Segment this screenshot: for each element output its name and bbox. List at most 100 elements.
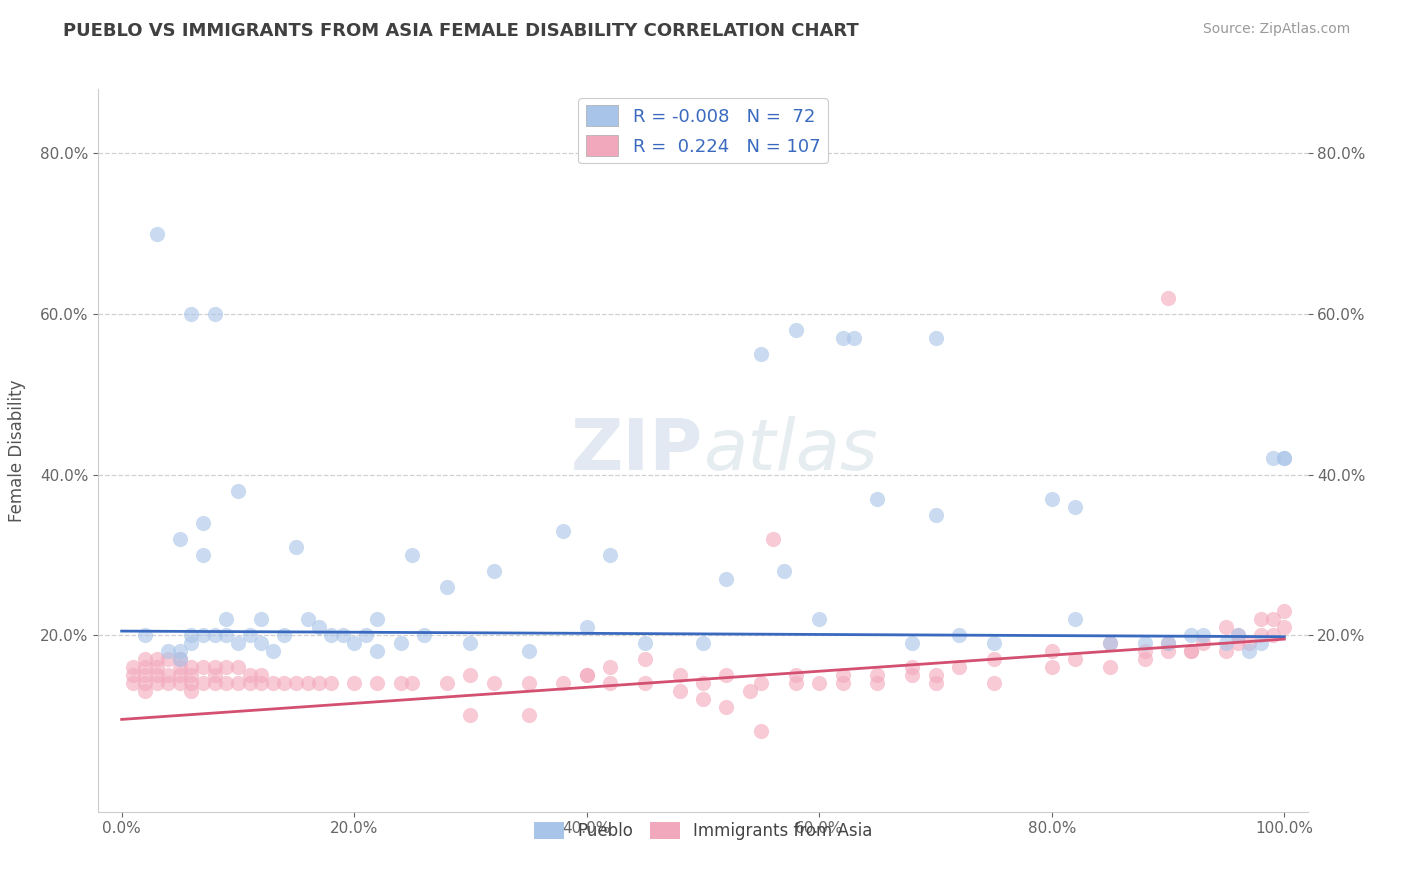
Point	[191, 548, 214, 562]
Point	[1250, 636, 1272, 650]
Point	[634, 636, 657, 650]
Point	[1040, 491, 1063, 506]
Point	[308, 676, 330, 690]
Point	[1180, 628, 1202, 642]
Point	[180, 660, 202, 674]
Point	[1157, 636, 1180, 650]
Point	[413, 628, 436, 642]
Point	[1064, 652, 1087, 666]
Point	[1250, 628, 1272, 642]
Point	[262, 644, 284, 658]
Point	[239, 628, 262, 642]
Point	[1261, 451, 1284, 466]
Point	[401, 548, 423, 562]
Point	[785, 323, 807, 337]
Point	[1239, 644, 1261, 658]
Point	[297, 612, 319, 626]
Point	[738, 684, 761, 698]
Point	[1157, 291, 1180, 305]
Y-axis label: Female Disability: Female Disability	[8, 379, 27, 522]
Point	[866, 491, 889, 506]
Point	[1215, 644, 1237, 658]
Point	[180, 628, 202, 642]
Point	[482, 676, 505, 690]
Point	[1272, 451, 1295, 466]
Point	[319, 676, 342, 690]
Point	[924, 331, 946, 345]
Point	[1157, 644, 1180, 658]
Point	[901, 636, 924, 650]
Point	[785, 676, 807, 690]
Point	[1180, 644, 1202, 658]
Point	[844, 331, 866, 345]
Point	[169, 676, 191, 690]
Point	[134, 628, 156, 642]
Point	[634, 676, 657, 690]
Point	[157, 676, 180, 690]
Point	[1192, 628, 1215, 642]
Point	[692, 676, 714, 690]
Point	[1215, 636, 1237, 650]
Point	[366, 612, 388, 626]
Point	[866, 676, 889, 690]
Point	[1192, 636, 1215, 650]
Point	[716, 572, 738, 586]
Point	[273, 676, 295, 690]
Point	[749, 676, 772, 690]
Point	[1261, 612, 1284, 626]
Point	[831, 668, 853, 682]
Point	[1098, 636, 1121, 650]
Point	[226, 660, 249, 674]
Point	[749, 724, 772, 739]
Point	[215, 612, 238, 626]
Point	[482, 564, 505, 578]
Point	[145, 668, 167, 682]
Point	[285, 676, 308, 690]
Point	[169, 652, 191, 666]
Point	[366, 676, 388, 690]
Point	[599, 660, 621, 674]
Point	[122, 660, 145, 674]
Point	[308, 620, 330, 634]
Point	[692, 636, 714, 650]
Point	[831, 676, 853, 690]
Point	[332, 628, 354, 642]
Point	[517, 644, 540, 658]
Point	[180, 307, 202, 321]
Point	[436, 676, 458, 690]
Point	[553, 524, 575, 538]
Point	[122, 676, 145, 690]
Point	[215, 676, 238, 690]
Point	[1064, 612, 1087, 626]
Text: PUEBLO VS IMMIGRANTS FROM ASIA FEMALE DISABILITY CORRELATION CHART: PUEBLO VS IMMIGRANTS FROM ASIA FEMALE DI…	[63, 22, 859, 40]
Point	[599, 548, 621, 562]
Point	[389, 676, 412, 690]
Point	[215, 628, 238, 642]
Point	[808, 676, 831, 690]
Point	[866, 668, 889, 682]
Point	[262, 676, 284, 690]
Point	[1064, 500, 1087, 514]
Point	[1226, 628, 1249, 642]
Text: atlas: atlas	[703, 416, 877, 485]
Point	[460, 708, 482, 723]
Point	[983, 636, 1005, 650]
Point	[145, 660, 167, 674]
Point	[191, 516, 214, 530]
Point	[749, 347, 772, 361]
Point	[239, 676, 262, 690]
Point	[250, 636, 273, 650]
Point	[215, 660, 238, 674]
Point	[599, 676, 621, 690]
Point	[145, 227, 167, 241]
Point	[191, 676, 214, 690]
Text: ZIP: ZIP	[571, 416, 703, 485]
Point	[1215, 620, 1237, 634]
Point	[762, 532, 785, 546]
Point	[239, 668, 262, 682]
Point	[157, 652, 180, 666]
Point	[808, 612, 831, 626]
Point	[191, 660, 214, 674]
Point	[668, 684, 690, 698]
Point	[134, 668, 156, 682]
